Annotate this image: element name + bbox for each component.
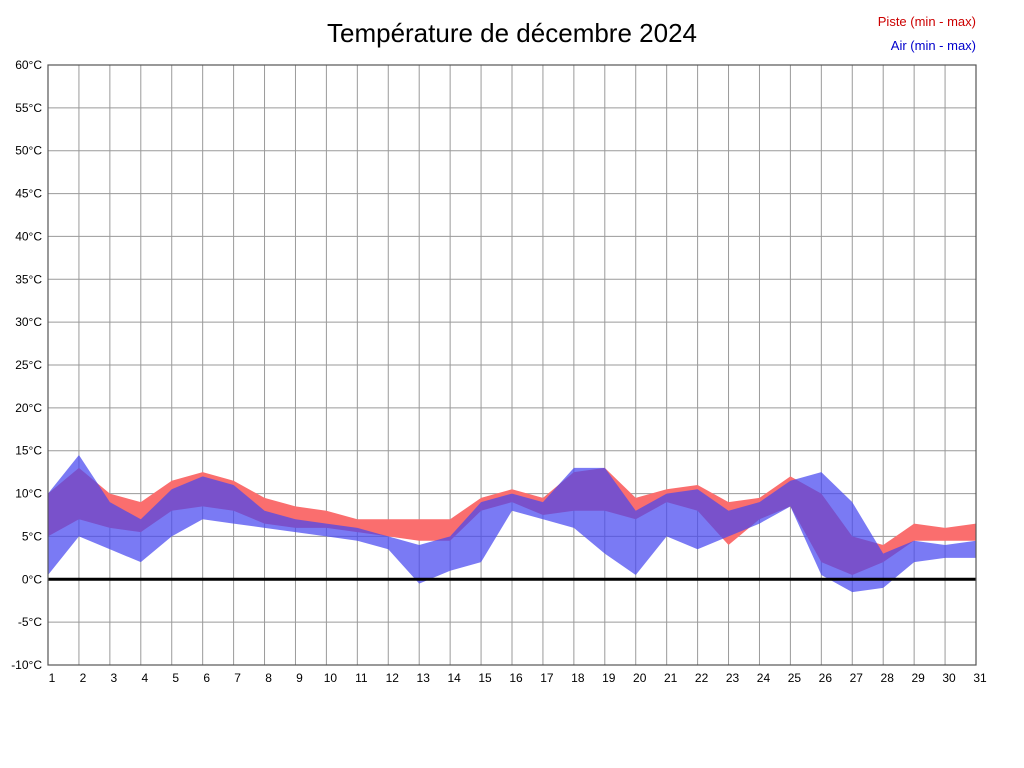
svg-text:4: 4 (141, 671, 148, 685)
svg-text:27: 27 (850, 671, 864, 685)
svg-text:35°C: 35°C (15, 272, 42, 286)
svg-text:25: 25 (788, 671, 802, 685)
svg-text:40°C: 40°C (15, 229, 42, 243)
svg-text:-10°C: -10°C (11, 658, 42, 672)
svg-text:3: 3 (111, 671, 118, 685)
svg-text:31: 31 (973, 671, 987, 685)
y-axis-labels: -10°C -5°C 0°C 5°C 10°C 15°C 20°C 25°C 30°C 35°C 4… (11, 58, 42, 672)
svg-text:25°C: 25°C (15, 358, 42, 372)
plot-border (47, 64, 977, 666)
svg-text:8: 8 (265, 671, 272, 685)
svg-text:26: 26 (819, 671, 833, 685)
svg-text:11: 11 (355, 671, 368, 685)
svg-text:24: 24 (757, 671, 771, 685)
svg-text:55°C: 55°C (15, 101, 42, 115)
svg-text:60°C: 60°C (15, 58, 42, 72)
svg-text:30°C: 30°C (15, 315, 42, 329)
svg-text:16: 16 (509, 671, 523, 685)
svg-text:10°C: 10°C (15, 487, 42, 501)
svg-text:6: 6 (203, 671, 210, 685)
legend: Piste (min - max) Air (min - max) (878, 10, 976, 58)
svg-text:29: 29 (911, 671, 925, 685)
svg-text:-5°C: -5°C (18, 615, 42, 629)
svg-text:1: 1 (49, 671, 56, 685)
svg-text:0°C: 0°C (22, 572, 42, 586)
svg-text:2: 2 (80, 671, 87, 685)
svg-text:45°C: 45°C (15, 187, 42, 201)
svg-text:10: 10 (324, 671, 338, 685)
svg-text:22: 22 (695, 671, 709, 685)
svg-text:17: 17 (540, 671, 554, 685)
svg-text:20°C: 20°C (15, 401, 42, 415)
x-axis-labels: 1 2 3 4 5 6 7 8 9 10 11 12 13 14 15 16 17 18 19 20 21 22 23 24 2… (49, 671, 987, 685)
svg-text:15: 15 (478, 671, 492, 685)
svg-text:5°C: 5°C (22, 529, 42, 543)
piste-band (48, 467, 976, 575)
svg-text:12: 12 (386, 671, 400, 685)
svg-text:20: 20 (633, 671, 647, 685)
legend-air-label: Air (min - max) (890, 38, 976, 53)
chart-title: Température de décembre 2024 (326, 18, 697, 48)
svg-text:9: 9 (296, 671, 303, 685)
legend-piste-label: Piste (min - max) (877, 14, 976, 29)
svg-text:5: 5 (172, 671, 179, 685)
svg-text:19: 19 (602, 671, 616, 685)
svg-text:7: 7 (234, 671, 241, 685)
svg-text:50°C: 50°C (15, 144, 42, 158)
svg-text:23: 23 (726, 671, 740, 685)
svg-text:21: 21 (664, 671, 678, 685)
svg-text:28: 28 (881, 671, 895, 685)
svg-text:15°C: 15°C (15, 444, 42, 458)
svg-text:18: 18 (571, 671, 585, 685)
svg-text:30: 30 (942, 671, 956, 685)
svg-text:13: 13 (417, 671, 431, 685)
svg-text:14: 14 (447, 671, 461, 685)
